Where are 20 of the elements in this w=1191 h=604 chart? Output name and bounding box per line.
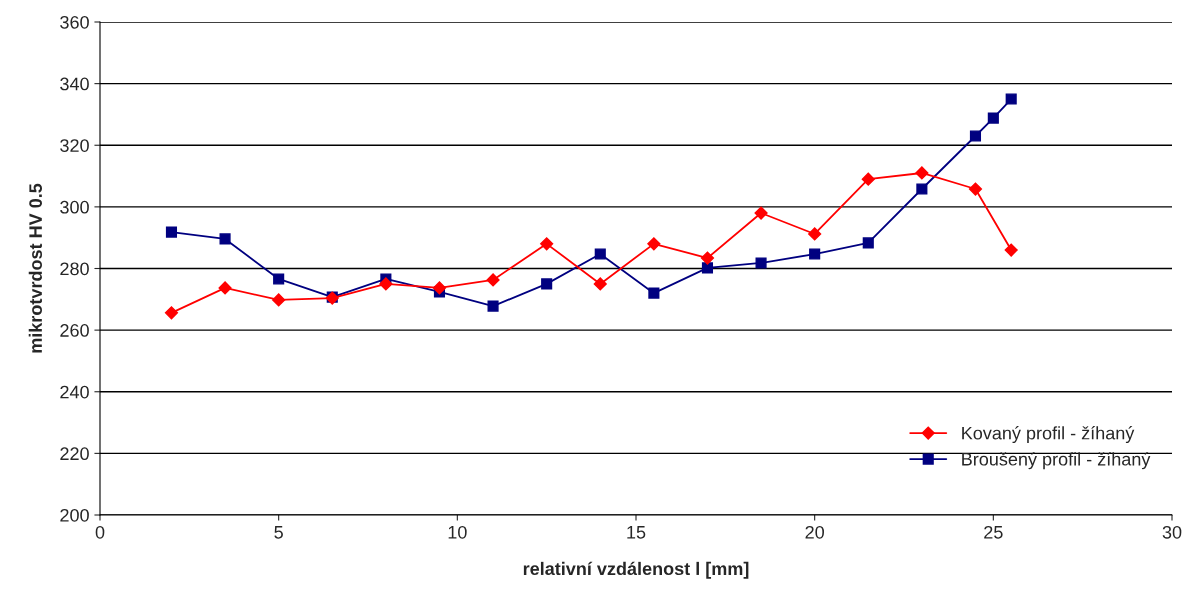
y-axis-title: mikrotvrdost HV 0.5: [28, 183, 42, 353]
x-tick-label: 10: [448, 525, 467, 539]
y-tick-label: 320: [60, 139, 89, 152]
y-tick-label: 340: [60, 77, 89, 91]
x-tick-label: 25: [984, 525, 1003, 539]
y-tick-label: 260: [60, 324, 89, 337]
y-tick-label: 280: [60, 262, 89, 276]
x-tick-label: 20: [805, 525, 824, 539]
y-tick-label: 200: [60, 508, 89, 522]
x-tick-label: 30: [1162, 525, 1182, 539]
y-tick-label: 300: [60, 200, 89, 214]
x-tick-label: 5: [274, 526, 283, 539]
x-tick-label: 15: [627, 526, 646, 539]
y-tick-label: 220: [60, 447, 89, 461]
legend-label: Kovaný profil - žíhaný: [962, 426, 1135, 444]
x-tick-label: 0: [95, 525, 105, 539]
y-tick-label: 240: [60, 385, 89, 399]
x-axis-title: relativní vzdálenost l [mm]: [523, 561, 749, 579]
legend-label: Broušený profil - žíhaný: [962, 452, 1151, 470]
y-tick-label: 360: [60, 15, 89, 29]
